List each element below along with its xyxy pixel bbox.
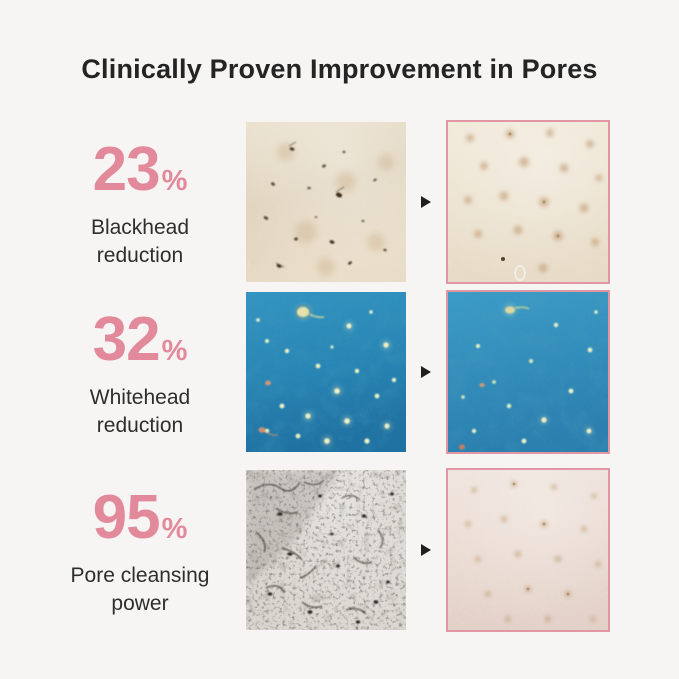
- stat-label-line2: power: [111, 591, 169, 615]
- uv-skin-whiteheads-after-image: [448, 292, 608, 452]
- stat-label: Blackhead reduction: [40, 214, 240, 269]
- skin-pore-clean-after-image: [448, 470, 608, 630]
- stat-blackhead: 23% Blackhead reduction: [40, 135, 240, 269]
- percent-line: 23%: [40, 138, 240, 201]
- skin-pore-debris-before-image: [246, 470, 406, 630]
- stat-label: Pore cleansing power: [40, 562, 240, 617]
- comparison-row-pore-cleansing: 95% Pore cleansing power: [0, 468, 679, 632]
- uv-skin-whiteheads-before-image: [246, 292, 406, 452]
- stat-label-line2: reduction: [96, 413, 184, 437]
- percent-symbol: %: [161, 334, 188, 367]
- percent-line: 32%: [40, 308, 240, 371]
- stat-label-line1: Pore cleansing: [70, 563, 210, 587]
- percent-value: 95: [92, 482, 161, 552]
- comparison-rows: 23% Blackhead reduction: [0, 120, 679, 632]
- comparison-row-whitehead: 32% Whitehead reduction: [0, 290, 679, 454]
- before-photo-pore-cleansing: [246, 470, 406, 630]
- percent-symbol: %: [161, 164, 188, 197]
- comparison-row-blackhead: 23% Blackhead reduction: [0, 120, 679, 284]
- skin-blackheads-after-image: [448, 122, 608, 282]
- stat-label-line1: Whitehead: [89, 385, 191, 409]
- stat-label-line2: reduction: [96, 243, 184, 267]
- stat-pore-cleansing: 95% Pore cleansing power: [40, 483, 240, 617]
- before-photo-whitehead: [246, 292, 406, 452]
- right-arrow-icon: [421, 544, 431, 556]
- percent-symbol: %: [161, 512, 188, 545]
- arrow-wrap: [406, 122, 446, 282]
- percent-line: 95%: [40, 486, 240, 549]
- percent-value: 32: [92, 304, 161, 374]
- skin-blackheads-before-image: [246, 122, 406, 282]
- stat-label: Whitehead reduction: [40, 384, 240, 439]
- right-arrow-icon: [421, 196, 431, 208]
- stat-label-line1: Blackhead: [90, 215, 190, 239]
- before-photo-blackhead: [246, 122, 406, 282]
- arrow-wrap: [406, 470, 446, 630]
- page-title: Clinically Proven Improvement in Pores: [81, 54, 598, 84]
- after-photo-pore-cleansing: [446, 468, 610, 632]
- right-arrow-icon: [421, 366, 431, 378]
- after-photo-blackhead: [446, 120, 610, 284]
- stat-whitehead: 32% Whitehead reduction: [40, 305, 240, 439]
- percent-value: 23: [92, 134, 161, 204]
- arrow-wrap: [406, 292, 446, 452]
- after-photo-whitehead: [446, 290, 610, 454]
